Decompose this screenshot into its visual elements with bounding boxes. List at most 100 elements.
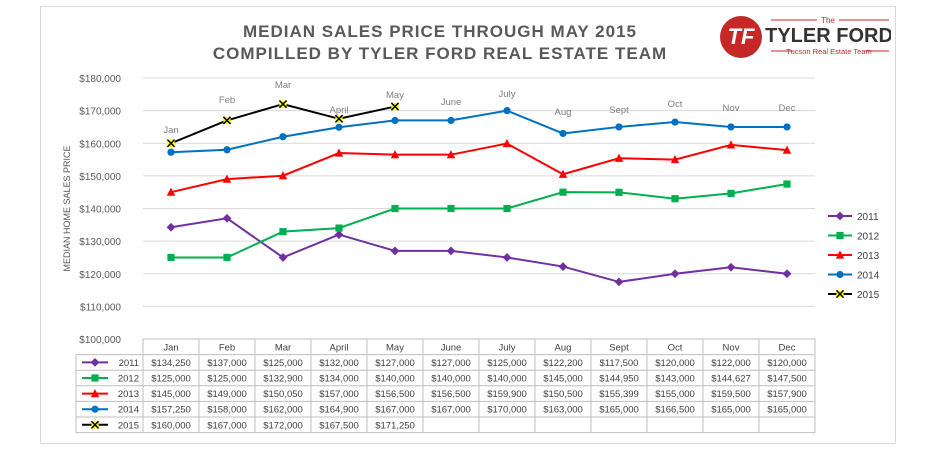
data-point-2015-stroke — [222, 116, 232, 125]
table-cell: $165,000 — [599, 405, 639, 416]
table-row-label: 2011 — [119, 358, 139, 369]
table-cell: $165,000 — [767, 405, 807, 416]
data-point-2014 — [671, 118, 679, 126]
table-cell: $145,000 — [543, 374, 583, 385]
data-point-2011 — [390, 246, 400, 256]
table-cell: $162,000 — [263, 405, 303, 416]
table-legend-marker-2012 — [91, 374, 99, 382]
data-point-2011 — [166, 222, 176, 232]
legend-label-2015: 2015 — [857, 290, 880, 301]
table-cell: $159,900 — [487, 389, 527, 400]
logo-monogram: TF — [728, 24, 755, 49]
y-tick-label: $140,000 — [79, 205, 121, 216]
series-line-2014 — [170, 109, 787, 154]
data-point-2012 — [335, 224, 343, 232]
data-point-2013 — [446, 150, 456, 159]
legend-marker-2013 — [835, 250, 845, 259]
data-point-2012 — [447, 204, 455, 213]
table-legend-marker-2011 — [90, 358, 100, 367]
data-point-2015-stroke — [334, 114, 344, 123]
logo-name: TYLER FORD — [765, 25, 891, 47]
data-point-2011 — [334, 230, 344, 239]
data-point-2011 — [726, 262, 736, 272]
table-cell: $155,000 — [655, 389, 695, 400]
table-header-cell: Oct — [668, 343, 683, 354]
table-header-cell: Feb — [219, 343, 235, 354]
table-cell: $159,500 — [711, 389, 751, 400]
table-cell: $167,000 — [207, 420, 247, 431]
legend-label-2011: 2011 — [857, 212, 879, 223]
data-point-2011 — [446, 246, 456, 256]
data-point-2015-stroke — [390, 102, 400, 111]
table-header-cell: Aug — [555, 343, 572, 354]
table-cell: $134,250 — [151, 358, 191, 369]
point-category-label: Nov — [723, 103, 740, 114]
data-point-2014 — [615, 123, 623, 131]
chart-frame — [40, 6, 896, 444]
data-point-2014 — [279, 133, 287, 141]
point-category-label: May — [386, 90, 404, 101]
table-cell: $125,000 — [263, 358, 303, 369]
y-tick-label: $180,000 — [79, 74, 121, 85]
logo-the: The — [821, 16, 835, 25]
table-cell: $117,500 — [600, 358, 639, 369]
y-tick-label: $130,000 — [79, 237, 121, 248]
table-cell: $150,500 — [543, 389, 583, 400]
legend-marker-2015-stroke — [835, 289, 845, 299]
table-header-cell: April — [329, 343, 348, 354]
point-category-label: Dec — [779, 103, 796, 114]
data-point-2014 — [391, 116, 399, 125]
point-category-label: June — [441, 97, 462, 108]
table-cell: $144,627 — [711, 374, 751, 385]
data-point-2015-stroke — [278, 99, 288, 109]
table-cell: $137,000 — [207, 358, 247, 369]
point-category-label: Mar — [275, 80, 291, 91]
data-point-2012 — [727, 189, 735, 198]
data-point-2015-stroke — [166, 139, 176, 148]
data-point-2012 — [279, 228, 287, 236]
data-point-2014 — [167, 148, 175, 156]
table-row-label: 2013 — [118, 389, 139, 400]
table-cell: $132,000 — [319, 358, 359, 369]
data-point-2014 — [335, 123, 343, 131]
table-cell: $167,000 — [431, 405, 471, 416]
table-cell: $171,250 — [375, 420, 415, 431]
data-point-2011 — [614, 277, 624, 287]
point-category-label: Aug — [555, 107, 572, 118]
series-line-2012 — [171, 183, 788, 259]
y-axis-title: MEDIAN HOME SALES PRICE — [62, 145, 72, 271]
table-cell: $127,000 — [431, 358, 471, 369]
data-point-2012 — [783, 180, 791, 188]
data-point-2013 — [334, 148, 344, 157]
table-header-cell: May — [386, 343, 404, 354]
table-cell: $120,000 — [655, 358, 695, 369]
table-header-cell: June — [441, 343, 462, 354]
data-point-2012 — [223, 253, 231, 262]
y-tick-label: $160,000 — [79, 139, 121, 150]
legend-label-2013: 2013 — [857, 251, 880, 262]
table-cell: $120,000 — [767, 358, 807, 369]
y-tick-label: $100,000 — [79, 335, 121, 346]
table-cell: $122,200 — [543, 358, 583, 369]
table-header-cell: Mar — [275, 343, 291, 354]
table-row-label: 2015 — [118, 420, 139, 431]
table-cell: $158,000 — [207, 405, 247, 416]
table-header-cell: Dec — [779, 343, 796, 354]
table-cell: $125,000 — [207, 374, 247, 385]
legend-marker-2011 — [835, 211, 845, 221]
table-cell: $122,000 — [711, 358, 751, 369]
table-legend-marker-2014 — [91, 405, 99, 413]
table-cell: $125,000 — [151, 374, 191, 385]
table-cell: $156,500 — [375, 389, 415, 400]
point-category-label: Sept — [609, 105, 629, 116]
chart-title-line-2: COMPILLED BY TYLER FORD REAL ESTATE TEAM — [212, 44, 668, 63]
series-line-2013 — [170, 142, 788, 194]
data-point-2013 — [558, 169, 568, 178]
data-point-2013 — [670, 154, 680, 164]
table-cell: $143,000 — [655, 374, 695, 385]
data-point-2014 — [503, 107, 511, 115]
table-cell: $125,000 — [487, 358, 527, 369]
table-cell: $172,000 — [263, 420, 303, 431]
data-point-2012 — [671, 195, 679, 203]
